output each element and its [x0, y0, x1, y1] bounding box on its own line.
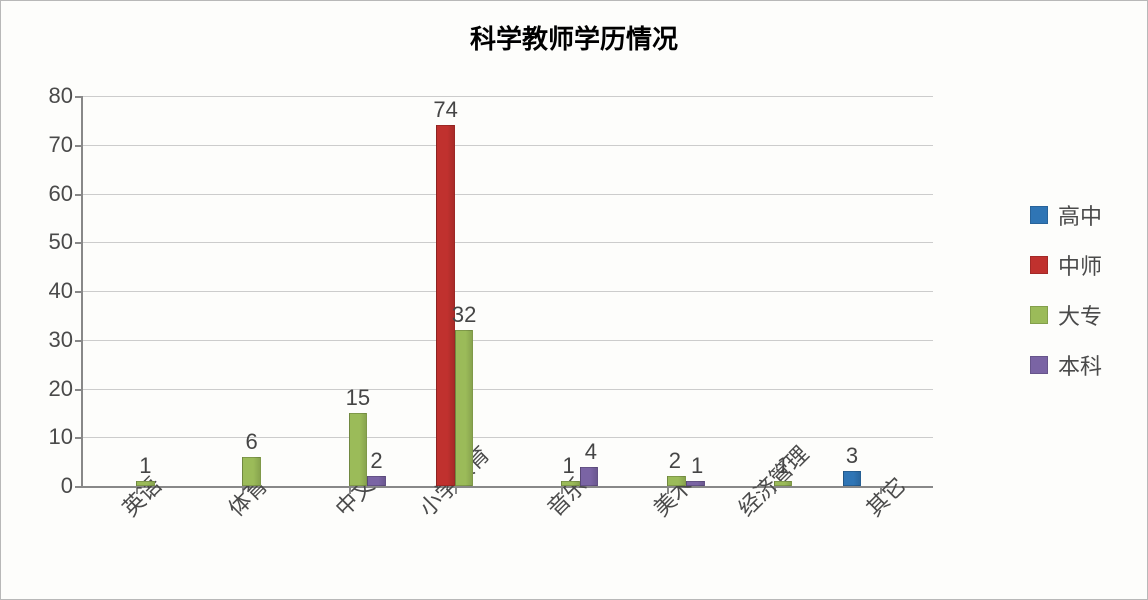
- x-label: 其它: [858, 469, 912, 523]
- category-group: 英语1: [83, 96, 189, 486]
- y-tick: [75, 437, 83, 439]
- bar: [774, 481, 793, 486]
- y-tick: [75, 389, 83, 391]
- bar-value-label: 6: [246, 429, 258, 455]
- y-tick-label: 60: [49, 181, 73, 207]
- bar-value-label: 2: [669, 448, 681, 474]
- bar: [349, 413, 368, 486]
- y-tick: [75, 291, 83, 293]
- legend-label: 中师: [1058, 249, 1102, 281]
- chart-title: 科学教师学历情况: [1, 19, 1147, 56]
- category-group: 音乐14: [508, 96, 614, 486]
- y-tick-label: 30: [49, 327, 73, 353]
- bar-value-label: 1: [562, 453, 574, 479]
- y-tick: [75, 242, 83, 244]
- legend-swatch: [1030, 206, 1048, 224]
- y-tick-label: 50: [49, 229, 73, 255]
- bar: [686, 481, 705, 486]
- legend-label: 本科: [1058, 349, 1102, 381]
- bar: [242, 457, 261, 486]
- chart-frame: 科学教师学历情况 01020304050607080英语1体育6中文152小学教…: [0, 0, 1148, 600]
- legend: 高中中师大专本科: [1030, 181, 1102, 399]
- y-tick-label: 70: [49, 132, 73, 158]
- legend-swatch: [1030, 356, 1048, 374]
- bar-value-label: 1: [139, 453, 151, 479]
- x-label: 经济管理: [730, 438, 815, 523]
- legend-label: 高中: [1058, 199, 1102, 231]
- category-group: 美术21: [614, 96, 720, 486]
- bar: [455, 330, 474, 486]
- bar-value-label: 1: [691, 453, 703, 479]
- bar: [667, 476, 686, 486]
- bar: [367, 476, 386, 486]
- legend-swatch: [1030, 306, 1048, 324]
- category-group: 体育6: [189, 96, 295, 486]
- bar-value-label: 32: [452, 302, 476, 328]
- legend-item: 大专: [1030, 299, 1102, 331]
- y-tick: [75, 145, 83, 147]
- y-tick: [75, 96, 83, 98]
- y-tick-label: 80: [49, 83, 73, 109]
- y-tick-label: 10: [49, 424, 73, 450]
- plot-area: 01020304050607080英语1体育6中文152小学教育7432音乐14…: [81, 96, 933, 488]
- bar: [843, 471, 862, 486]
- bar-value-label: 1: [777, 453, 789, 479]
- bar-value-label: 2: [370, 448, 382, 474]
- y-tick: [75, 486, 83, 488]
- legend-item: 本科: [1030, 349, 1102, 381]
- legend-label: 大专: [1058, 299, 1102, 331]
- bar-value-label: 4: [585, 439, 597, 465]
- category-group: 其它3: [827, 96, 933, 486]
- y-tick: [75, 194, 83, 196]
- category-group: 经济管理1: [721, 96, 827, 486]
- bar-value-label: 3: [846, 443, 858, 469]
- bar: [136, 481, 155, 486]
- legend-item: 中师: [1030, 249, 1102, 281]
- y-tick-label: 0: [61, 473, 73, 499]
- category-group: 中文152: [296, 96, 402, 486]
- y-tick-label: 20: [49, 376, 73, 402]
- y-tick: [75, 340, 83, 342]
- bar: [561, 481, 580, 486]
- bar: [580, 467, 599, 487]
- legend-item: 高中: [1030, 199, 1102, 231]
- y-tick-label: 40: [49, 278, 73, 304]
- bar-value-label: 74: [433, 97, 457, 123]
- bar-value-label: 15: [346, 385, 370, 411]
- category-group: 小学教育7432: [402, 96, 508, 486]
- legend-swatch: [1030, 256, 1048, 274]
